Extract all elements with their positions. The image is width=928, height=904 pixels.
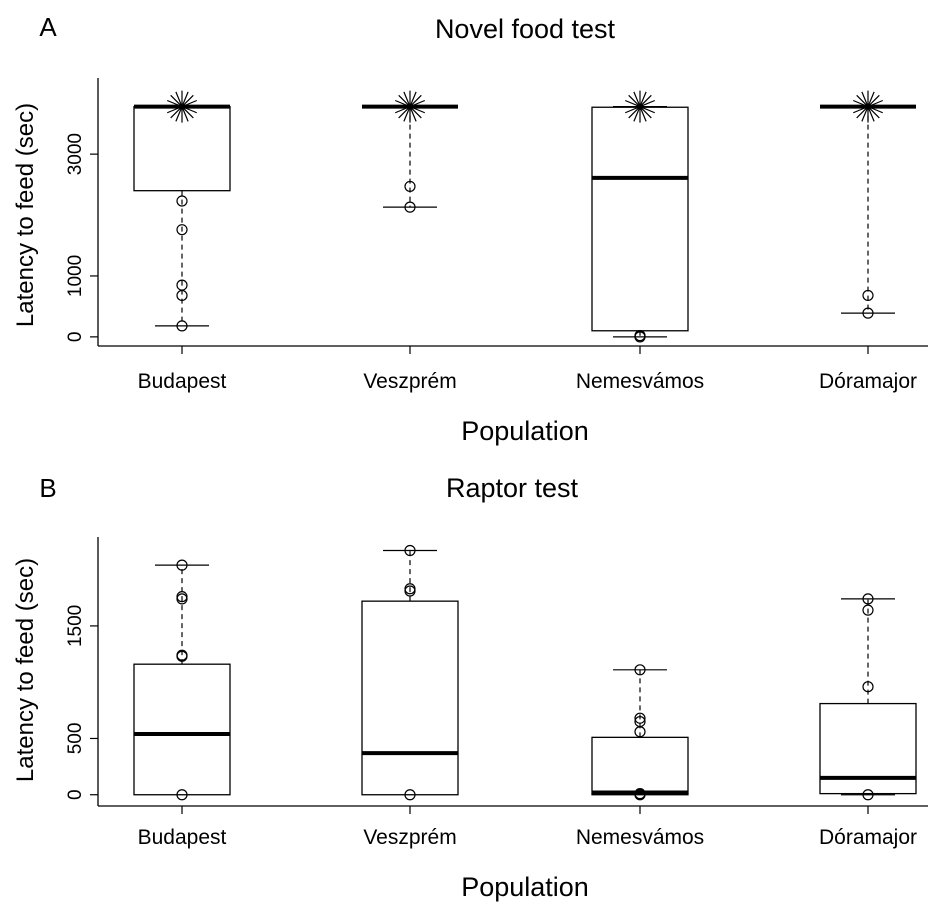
box [361,600,459,796]
data-point [176,591,188,603]
data-point [862,681,874,693]
panel-a: A Novel food test Population Latency to … [12,12,928,446]
panel-label: B [39,473,56,503]
ceiling-starburst [394,90,426,123]
panel-label: A [39,12,57,42]
data-point [862,289,874,302]
y-tick-label: 1000 [65,255,86,297]
y-axis-label: Latency to feed (sec) [12,103,39,327]
data-point [176,649,188,661]
chart-title: Raptor test [446,473,579,503]
box [591,736,689,796]
box-veszprém [362,90,458,213]
x-tick-label: Dóramajor [819,826,917,849]
y-tick-label: 3000 [65,133,86,175]
data-point [862,789,874,801]
box [133,663,231,796]
data-point [634,712,646,724]
y-axis-label: Latency to feed (sec) [12,558,39,782]
chart-title: Novel food test [435,14,616,44]
ceiling-starburst [166,90,198,123]
x-tick-label: Budapest [138,370,227,393]
data-point [176,224,188,236]
data-point [634,788,646,800]
x-tick-label: Budapest [138,826,227,849]
data-point [176,279,188,291]
data-point [404,201,416,213]
data-point [634,664,646,676]
data-point [862,593,874,605]
panel-b: B Raptor test Population Latency to feed… [12,473,928,902]
data-point [176,320,188,332]
ceiling-starburst [624,90,656,123]
x-tick-label: Dóramajor [819,370,917,393]
starburst-ray [624,99,656,114]
ceiling-starburst [852,90,884,123]
data-point [404,789,416,801]
box-nemesvámos [591,664,689,801]
starburst-ray [852,99,884,114]
y-tick-label: 0 [65,332,86,343]
y-tick-label: 500 [65,723,86,755]
box-budapest [133,559,231,801]
x-axis-label: Population [461,872,589,902]
data-point [176,195,188,207]
plot-area: 0 1000 3000 Budapest Veszprém Nemesvámos Dóram… [65,78,928,393]
box-dóramajor [820,90,916,319]
starburst-ray [166,99,198,114]
box-veszprém [361,544,459,801]
data-point [634,330,646,342]
data-point [404,583,416,595]
x-tick-label: Nemesvámos [576,826,704,849]
box-nemesvámos [591,90,689,343]
data-point [176,559,188,571]
box-budapest [133,90,231,332]
y-tick-label: 1500 [65,605,86,647]
data-point [404,544,416,557]
data-point [862,604,874,616]
plot-area: 0 500 1500 Budapest Veszprém Nemesvámos Dórama… [65,537,928,849]
x-tick-label: Veszprém [363,370,456,393]
x-axis-label: Population [461,416,589,446]
x-tick-label: Nemesvámos [576,370,704,393]
data-point [862,307,874,319]
data-point [634,715,646,728]
box [591,106,689,332]
x-tick-label: Veszprém [363,826,456,849]
data-point [176,789,188,801]
box-dóramajor [819,593,917,801]
starburst-ray [394,99,426,114]
y-tick-label: 0 [65,789,86,800]
data-point [404,180,416,193]
box [819,702,917,795]
